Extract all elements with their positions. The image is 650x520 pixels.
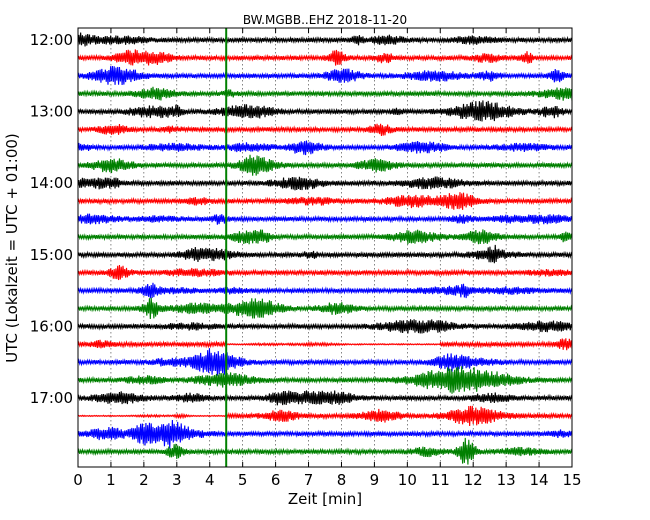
y-axis: 12:00 13:00 14:00 15:00 16:00 17:00 xyxy=(30,31,572,407)
trace-line-1 xyxy=(77,32,573,47)
y-axis-label: UTC (Lokalzeit = UTC + 01:00) xyxy=(3,133,21,363)
x-tick-label: 14 xyxy=(530,471,549,489)
chart-title: BW.MGBB..EHZ 2018-11-20 xyxy=(243,13,407,27)
trace-line-13 xyxy=(77,244,573,264)
x-tick-label: 10 xyxy=(398,471,417,489)
x-tick-label: 7 xyxy=(304,471,314,489)
x-tick-label: 15 xyxy=(562,471,581,489)
trace-line-24 xyxy=(77,437,573,465)
x-tick-label: 6 xyxy=(271,471,281,489)
y-tick-label: 17:00 xyxy=(30,389,73,407)
y-tick-label: 13:00 xyxy=(30,103,73,121)
trace-line-4 xyxy=(77,86,573,101)
trace-line-7 xyxy=(77,140,573,156)
x-axis: 0 1 2 3 4 5 6 7 8 9 10 11 12 13 14 15 xyxy=(73,28,582,489)
x-tick-label: 9 xyxy=(370,471,380,489)
trace-line-15 xyxy=(77,282,573,299)
x-tick-label: 5 xyxy=(238,471,248,489)
x-tick-label: 8 xyxy=(337,471,347,489)
y-tick-label: 15:00 xyxy=(30,246,73,264)
trace-line-14 xyxy=(77,265,573,281)
trace-line-10 xyxy=(77,192,573,210)
x-tick-label: 11 xyxy=(431,471,450,489)
trace-line-3 xyxy=(77,66,573,86)
x-tick-label: 2 xyxy=(139,471,149,489)
x-axis-label: Zeit [min] xyxy=(288,490,362,508)
trace-line-17 xyxy=(77,319,573,334)
trace-line-11 xyxy=(77,213,573,225)
x-tick-label: 12 xyxy=(464,471,483,489)
trace-line-12 xyxy=(77,229,573,245)
y-tick-label: 14:00 xyxy=(30,174,73,192)
trace-line-18 xyxy=(77,338,573,351)
trace-line-5 xyxy=(77,100,573,122)
trace-line-20 xyxy=(77,366,573,394)
trace-line-16 xyxy=(77,297,573,320)
plot-frame xyxy=(77,27,573,468)
x-tick-label: 3 xyxy=(172,471,182,489)
trace-line-8 xyxy=(77,154,573,176)
x-tick-label: 1 xyxy=(106,471,116,489)
y-tick-label: 12:00 xyxy=(30,31,73,49)
y-tick-label: 16:00 xyxy=(30,317,73,335)
trace-line-19 xyxy=(77,348,573,376)
x-tick-label: 0 xyxy=(73,471,83,489)
x-tick-label: 4 xyxy=(205,471,215,489)
trace-line-2 xyxy=(77,49,573,66)
trace-line-9 xyxy=(77,176,573,191)
trace-line-6 xyxy=(77,123,573,137)
seismic-traces xyxy=(77,32,573,465)
trace-line-23 xyxy=(77,419,573,449)
trace-line-21 xyxy=(77,390,573,406)
x-tick-label: 13 xyxy=(497,471,516,489)
grid-lines xyxy=(78,28,572,467)
trace-line-22 xyxy=(77,405,573,426)
